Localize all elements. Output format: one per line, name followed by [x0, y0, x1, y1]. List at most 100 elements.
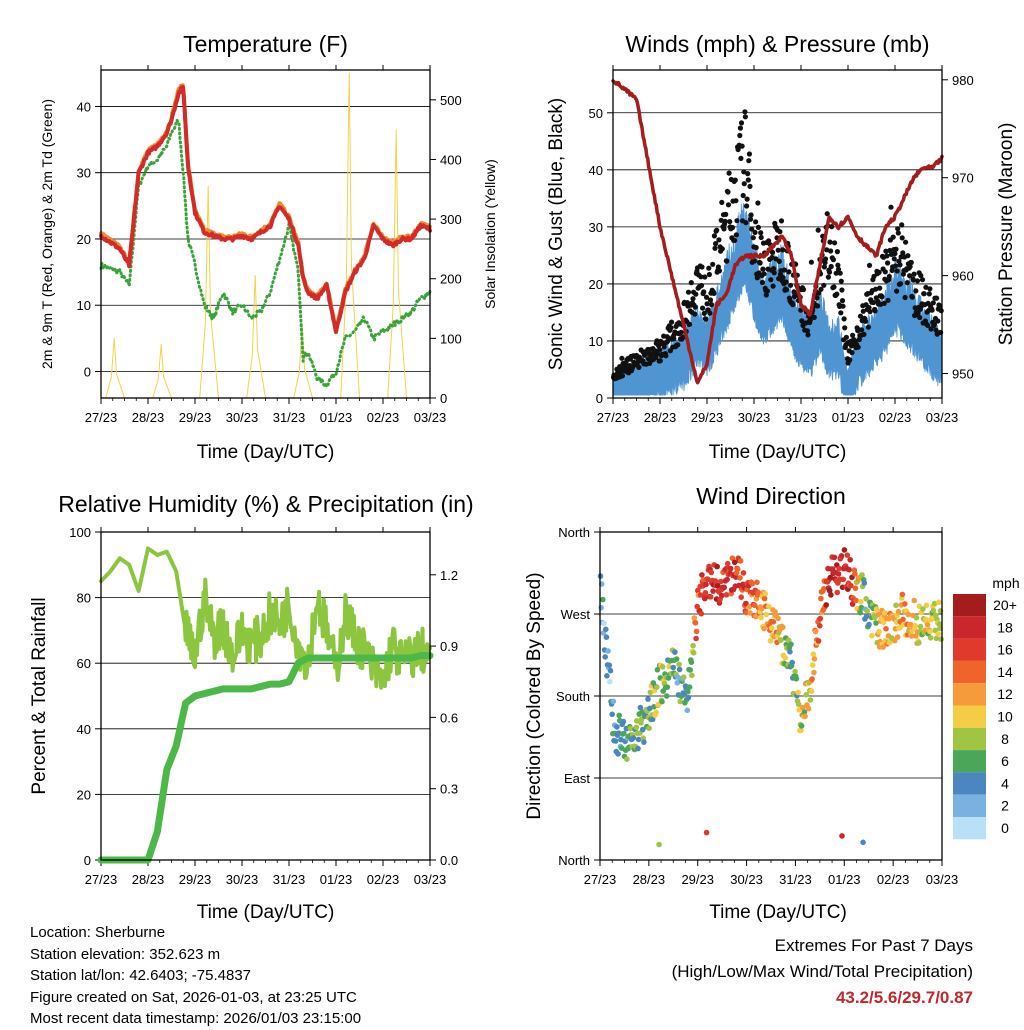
direction-point [927, 628, 933, 635]
gust-point [745, 171, 751, 177]
direction-point [838, 553, 845, 559]
winds-xtick-label: 29/23 [691, 410, 724, 425]
gust-point [746, 151, 753, 157]
direction-point [603, 626, 609, 633]
gust-point [938, 308, 944, 314]
gust-point [866, 305, 872, 311]
gust-point [780, 275, 786, 281]
rh-xtick-label: 31/23 [273, 872, 306, 887]
direction-point [695, 587, 701, 594]
direction-point [762, 590, 768, 597]
direction-point [912, 623, 919, 629]
temp-xtick-label: 29/23 [179, 410, 212, 425]
direction-point [758, 605, 765, 612]
gust-point [911, 271, 917, 277]
direction-point [747, 610, 753, 616]
direction-point [800, 704, 806, 711]
direction-point [761, 595, 768, 602]
gust-point [931, 321, 938, 327]
direction-point [924, 622, 931, 628]
gust-point [727, 219, 733, 225]
extremes-title: Extremes For Past 7 Days [774, 936, 973, 955]
gust-point [771, 266, 777, 272]
temp-rtick-label: 100 [440, 331, 462, 346]
temp-xtick-label: 31/23 [273, 410, 306, 425]
direction-point [812, 628, 819, 635]
legend-swatch [953, 638, 986, 661]
direction-point [818, 595, 824, 602]
gust-point [902, 294, 908, 301]
rh-xtick-label: 29/23 [179, 872, 212, 887]
direction-point [656, 841, 662, 848]
direction-point [605, 648, 611, 654]
gust-point [884, 253, 890, 259]
gust-point [923, 284, 929, 290]
gust-point [755, 200, 761, 206]
gust-point [933, 327, 939, 333]
winds-ytick-label: 40 [589, 163, 603, 178]
solar-insolation-curve [105, 337, 125, 399]
humidity-line [99, 546, 432, 690]
direction-point [789, 659, 795, 666]
direction-point [686, 684, 693, 690]
direction-point [913, 614, 920, 621]
gust-point [900, 250, 906, 256]
gust-point [847, 357, 853, 363]
gust-point [841, 316, 847, 322]
direction-point [763, 611, 770, 618]
rh-xlabel: Time (Day/UTC) [197, 902, 335, 923]
direction-point [905, 611, 912, 618]
temp-xtick-label: 30/23 [226, 410, 259, 425]
rh-rtick-label: 0.0 [440, 853, 458, 868]
winds-frame [612, 69, 943, 399]
winds-ytick-label: 20 [589, 277, 603, 292]
dir-xtick-label: 27/23 [584, 872, 617, 887]
gust-point [752, 229, 758, 235]
direction-point [624, 756, 630, 762]
gust-point [754, 275, 760, 281]
dir-ytick-label: East [564, 771, 590, 786]
legend-swatch [953, 817, 986, 840]
direction-point [853, 597, 859, 604]
direction-point [780, 624, 786, 631]
winds-rtick-label: 980 [952, 73, 974, 88]
gust-point [839, 298, 846, 304]
gust-point [870, 299, 877, 306]
gust-point [722, 218, 728, 224]
gust-point [899, 222, 905, 228]
direction-points [597, 547, 944, 848]
gust-point [859, 327, 865, 333]
gust-point [824, 247, 830, 253]
winds-xtick-label: 27/23 [597, 410, 630, 425]
gust-point [755, 224, 762, 230]
direction-point [601, 620, 607, 627]
solar-insolation-curve [246, 275, 266, 399]
gust-point [829, 224, 835, 230]
direction-point [817, 623, 823, 629]
direction-point [723, 592, 730, 598]
gust-point [678, 329, 684, 335]
rh-xtick-label: 27/23 [85, 872, 118, 887]
rh-ytick-label: 60 [77, 656, 91, 671]
winds-xlabel: Time (Day/UTC) [709, 442, 847, 463]
extremes-subtitle: (High/Low/Max Wind/Total Precipitation) [671, 962, 973, 981]
gust-point [716, 237, 722, 243]
gust-point [784, 287, 790, 293]
gust-point [895, 230, 901, 236]
direction-point [927, 635, 934, 641]
gust-point [711, 290, 717, 296]
legend-swatch [953, 727, 986, 751]
direction-point [753, 613, 759, 620]
direction-point [930, 607, 937, 614]
gust-point [835, 266, 842, 272]
direction-point [690, 650, 697, 656]
gust-point [668, 325, 674, 331]
gust-point [750, 235, 756, 241]
rh-rtick-label: 0.6 [440, 710, 458, 725]
gust-point [903, 239, 909, 245]
direction-point [873, 606, 880, 612]
dir-xtick-label: 28/23 [633, 872, 666, 887]
gust-point [849, 350, 855, 356]
gust-point [842, 325, 848, 331]
direction-point [793, 676, 800, 682]
